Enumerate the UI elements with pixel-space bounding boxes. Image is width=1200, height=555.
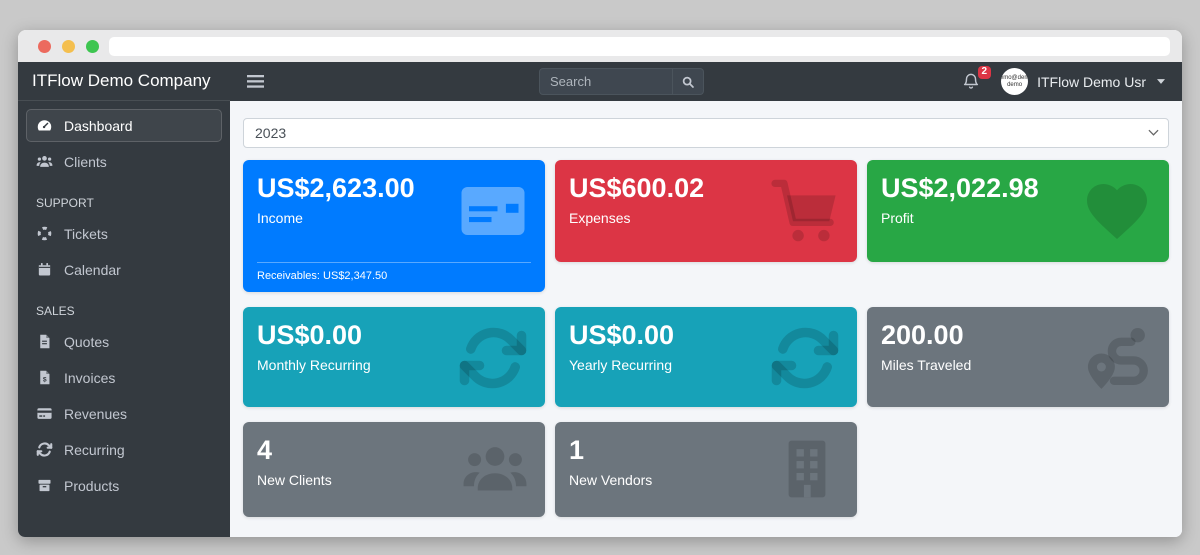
heart-icon	[1087, 184, 1147, 240]
user-name: ITFlow Demo Usr	[1037, 73, 1146, 90]
sidebar-item-products[interactable]: Products	[26, 469, 222, 502]
card-expenses: US$600.02 Expenses	[555, 160, 857, 262]
card-income: US$2,623.00 Income Receivables: US$2,347…	[243, 160, 545, 292]
search-icon	[682, 76, 694, 88]
company-brand: ITFlow Demo Company	[18, 62, 230, 101]
sidebar-item-label: Recurring	[64, 441, 125, 458]
dashboard-content: 2023 US$2,623.00 Income	[230, 101, 1182, 537]
navbar-search	[539, 68, 704, 95]
search-input[interactable]	[539, 68, 673, 95]
sync-icon	[36, 442, 53, 457]
card-monthly-recurring: US$0.00 Monthly Recurring	[243, 307, 545, 407]
sync-icon	[771, 327, 839, 389]
sidebar-item-label: Clients	[64, 153, 107, 170]
year-select[interactable]: 2023	[243, 118, 1169, 148]
search-button[interactable]	[673, 68, 704, 95]
stat-cards-grid: US$2,623.00 Income Receivables: US$2,347…	[243, 160, 1169, 517]
stat-value: US$0.00	[569, 320, 675, 350]
card-new-vendors: 1 New Vendors	[555, 422, 857, 517]
bell-icon	[964, 73, 979, 89]
sidebar-item-tickets[interactable]: Tickets	[26, 217, 222, 250]
credit-card-icon	[37, 408, 52, 419]
avatar-text: demo@demo	[1001, 74, 1029, 81]
gauge-icon	[37, 120, 52, 131]
stat-label: Profit	[881, 210, 914, 227]
receivables-link[interactable]: Receivables: US$2,347.50	[257, 262, 531, 282]
sidebar-item-label: Calendar	[64, 261, 121, 278]
stat-label: Yearly Recurring	[569, 357, 672, 374]
sidebar-item-calendar[interactable]: Calendar	[26, 253, 222, 286]
card-yearly-recurring: US$0.00 Yearly Recurring	[555, 307, 857, 407]
url-bar[interactable]	[109, 36, 1170, 56]
shopping-cart-icon	[771, 179, 836, 242]
stat-value: 1	[569, 435, 585, 465]
stat-label: Expenses	[569, 210, 631, 227]
stat-label: New Vendors	[569, 472, 653, 489]
sidebar-item-label: Invoices	[64, 369, 116, 386]
building-icon	[788, 440, 826, 498]
route-icon	[1087, 328, 1148, 389]
caret-down-icon	[1157, 79, 1165, 84]
sidebar: ITFlow Demo Company Dashboard	[18, 62, 230, 537]
notifications-button[interactable]: 2	[962, 66, 992, 91]
stat-value: US$600.02	[569, 173, 705, 203]
stat-label: New Clients	[257, 472, 332, 489]
traffic-light-minimize[interactable]	[62, 39, 75, 53]
card-miles-traveled: 200.00 Miles Traveled	[867, 307, 1169, 407]
notification-badge: 2	[977, 66, 992, 79]
svg-text:$: $	[43, 376, 47, 383]
sidebar-item-dashboard[interactable]: Dashboard	[26, 109, 222, 142]
traffic-light-zoom[interactable]	[86, 39, 99, 53]
browser-window: ITFlow Demo Company Dashboard	[18, 30, 1182, 537]
calendar-icon	[38, 262, 51, 276]
card-new-clients: 4 New Clients	[243, 422, 545, 517]
stat-value: US$0.00	[257, 320, 363, 350]
sidebar-item-invoices[interactable]: $ Invoices	[26, 361, 222, 394]
box-archive-icon	[38, 479, 51, 492]
avatar: demo@demo demo	[1001, 68, 1029, 95]
traffic-light-close[interactable]	[38, 39, 51, 53]
stat-label: Miles Traveled	[881, 357, 972, 374]
sidebar-item-recurring[interactable]: Recurring	[26, 433, 222, 466]
sidebar-item-label: Tickets	[64, 225, 108, 242]
life-ring-icon	[37, 226, 52, 241]
sidebar-item-label: Dashboard	[64, 117, 133, 134]
hamburger-menu-button[interactable]	[247, 74, 264, 89]
card-profit: US$2,022.98 Profit	[867, 160, 1169, 262]
stat-value: 200.00	[881, 320, 964, 350]
hamburger-icon	[247, 75, 264, 88]
sidebar-item-label: Quotes	[64, 333, 110, 350]
top-navbar: 2 demo@demo demo ITFlow Demo Usr	[230, 62, 1182, 101]
sidebar-item-label: Products	[64, 477, 120, 494]
sync-icon	[459, 327, 527, 389]
users-icon	[36, 156, 53, 167]
stat-value: US$2,623.00	[257, 173, 415, 203]
sidebar-item-quotes[interactable]: Quotes	[26, 325, 222, 358]
stat-value: 4	[257, 435, 273, 465]
avatar-text: demo	[1007, 81, 1023, 88]
sidebar-item-label: Revenues	[64, 405, 128, 422]
sidebar-item-revenues[interactable]: Revenues	[26, 397, 222, 430]
sidebar-item-clients[interactable]: Clients	[26, 145, 222, 178]
browser-chrome	[18, 30, 1182, 62]
sidebar-section-sales: SALES	[36, 304, 75, 318]
credit-card-icon	[461, 187, 525, 235]
file-invoice-dollar-icon: $	[40, 370, 50, 385]
sidebar-nav: Dashboard Clients SUPPORT	[18, 101, 230, 513]
users-icon	[463, 447, 527, 491]
file-lines-icon	[40, 334, 50, 349]
stat-label: Monthly Recurring	[257, 357, 371, 374]
stat-value: US$2,022.98	[881, 173, 1039, 203]
stat-label: Income	[257, 210, 303, 227]
user-menu[interactable]: demo@demo demo ITFlow Demo Usr	[1001, 68, 1165, 95]
sidebar-section-support: SUPPORT	[36, 196, 94, 210]
